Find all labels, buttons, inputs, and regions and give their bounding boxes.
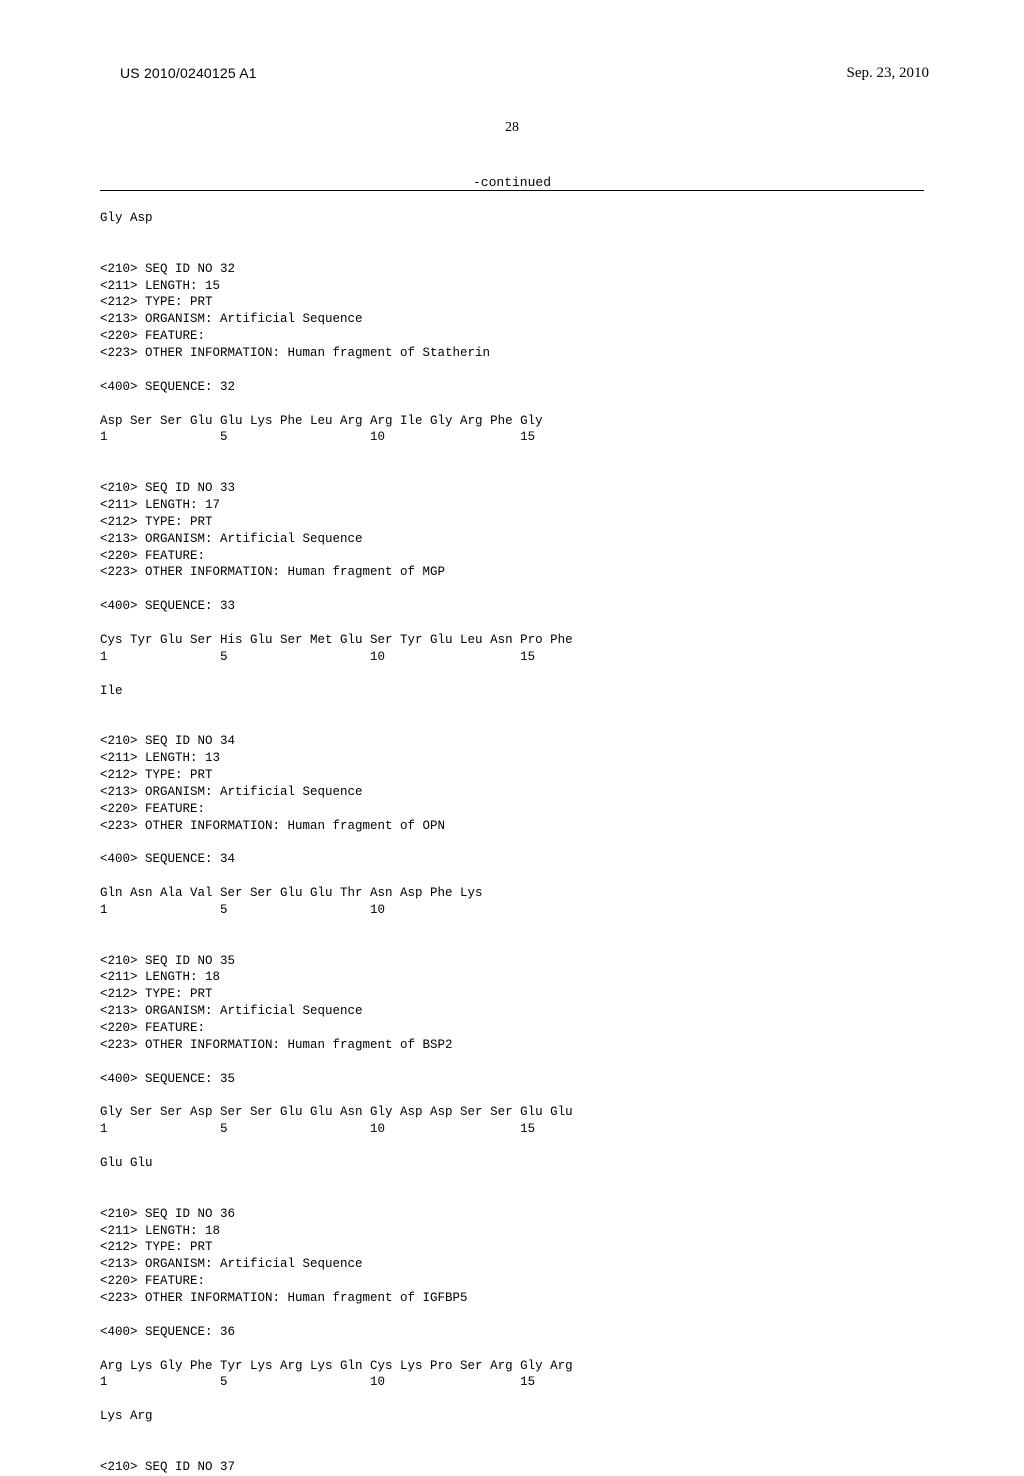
horizontal-rule-top <box>100 190 924 191</box>
publication-date: Sep. 23, 2010 <box>847 65 930 82</box>
continued-label: -continued <box>0 175 1024 190</box>
page-header: US 2010/0240125 A1 Sep. 23, 2010 <box>0 65 1024 83</box>
page-number: 28 <box>0 120 1024 136</box>
sequence-listing: Gly Asp <210> SEQ ID NO 32 <211> LENGTH:… <box>100 210 924 1476</box>
publication-number: US 2010/0240125 A1 <box>120 65 257 81</box>
